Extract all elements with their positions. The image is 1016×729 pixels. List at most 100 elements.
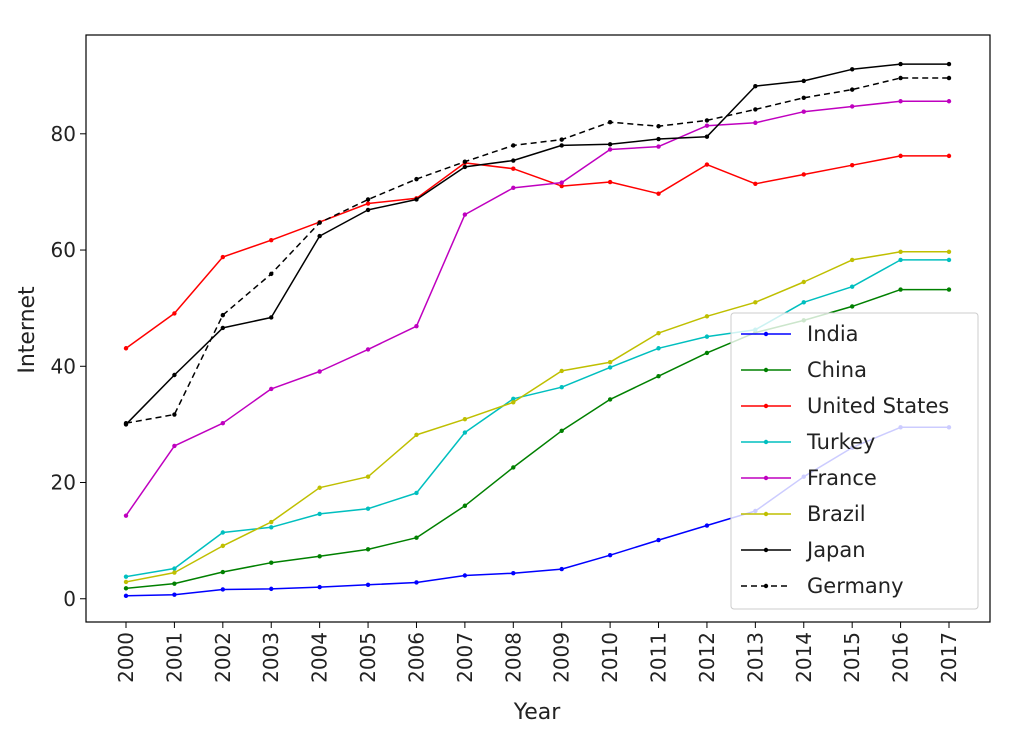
data-point	[172, 311, 177, 316]
data-point	[704, 523, 710, 528]
data-point	[414, 323, 419, 329]
series-united-states	[123, 153, 952, 351]
x-tick-label: 2012	[695, 632, 719, 683]
data-point	[414, 535, 419, 540]
data-point	[317, 485, 322, 490]
data-point	[365, 582, 371, 588]
data-point	[656, 330, 661, 336]
legend-marker	[763, 331, 769, 337]
x-tick-label: 2016	[889, 632, 913, 683]
legend-marker	[763, 439, 769, 445]
x-tick-label: 2017	[937, 632, 961, 683]
legend-item-turkey: Turkey	[741, 430, 875, 454]
data-point	[269, 315, 274, 320]
data-point	[414, 580, 419, 585]
data-point	[414, 176, 419, 182]
data-point	[220, 587, 226, 592]
data-point	[365, 201, 371, 206]
data-point	[656, 373, 661, 379]
data-point	[123, 579, 129, 585]
data-point	[462, 503, 468, 508]
x-tick-label: 2008	[501, 632, 525, 683]
data-point	[123, 513, 129, 518]
data-point	[172, 412, 177, 417]
data-point	[269, 237, 274, 243]
data-point	[607, 365, 613, 370]
legend-label: Japan	[805, 538, 866, 562]
data-point	[753, 120, 758, 125]
legend-label: France	[807, 466, 877, 490]
y-axis: 0 20 40 60 80	[51, 122, 86, 611]
series-brazil	[123, 249, 952, 585]
data-point	[220, 569, 226, 575]
series-line-brazil	[125, 251, 949, 583]
data-point	[946, 153, 952, 159]
data-point	[414, 432, 419, 438]
data-point	[559, 566, 564, 572]
series-line-united-states	[125, 155, 949, 349]
data-point	[656, 537, 661, 543]
data-point	[946, 287, 952, 292]
y-tick-label: 80	[51, 122, 76, 146]
legend-marker	[763, 583, 769, 589]
data-point	[462, 573, 468, 578]
data-point	[220, 543, 226, 549]
data-point	[172, 570, 177, 575]
data-point	[511, 570, 516, 576]
data-point	[849, 87, 855, 92]
data-point	[511, 143, 516, 148]
x-tick-label: 2003	[259, 632, 283, 683]
legend-marker	[763, 475, 769, 481]
x-axis-label: Year	[513, 700, 562, 725]
plot-frame	[85, 34, 991, 623]
data-point	[269, 560, 274, 565]
data-point	[607, 360, 613, 365]
x-tick-label: 2000	[114, 632, 138, 683]
legend-label: Turkey	[806, 430, 875, 454]
data-point	[656, 346, 661, 351]
data-point	[511, 158, 516, 163]
x-tick-label: 2002	[211, 632, 235, 683]
legend: India China United States Turkey France Brazi…	[730, 312, 979, 610]
data-point	[511, 400, 516, 405]
data-point	[317, 554, 322, 559]
data-point	[220, 325, 226, 331]
series-france	[123, 99, 952, 518]
data-point	[123, 586, 129, 591]
data-point	[559, 385, 564, 390]
series-line-turkey	[125, 259, 949, 578]
data-point	[123, 574, 129, 579]
series-line-germany	[125, 77, 949, 424]
data-point	[365, 547, 371, 552]
data-point	[172, 592, 177, 597]
data-point	[559, 137, 564, 142]
data-point	[317, 220, 322, 225]
data-point	[172, 581, 177, 586]
data-point	[898, 249, 903, 254]
data-point	[462, 159, 468, 164]
legend-item-france: France	[741, 466, 877, 490]
data-point	[704, 314, 710, 319]
x-tick-label: 2005	[356, 632, 380, 683]
data-point	[946, 249, 952, 254]
data-point	[269, 519, 274, 525]
y-tick-label: 40	[51, 354, 76, 378]
data-point	[898, 257, 903, 263]
series-line-france	[125, 100, 949, 517]
legend-item-china: China	[741, 358, 867, 382]
data-point	[753, 181, 758, 186]
data-point	[704, 123, 710, 128]
y-tick-label: 20	[51, 471, 76, 495]
data-point	[753, 107, 758, 112]
data-point	[414, 490, 419, 496]
data-point	[946, 61, 952, 67]
data-point	[656, 144, 661, 149]
data-point	[365, 474, 371, 479]
series-line-japan	[125, 63, 949, 425]
data-point	[607, 552, 613, 558]
data-point	[704, 134, 710, 139]
legend-item-united-states: United States	[741, 394, 949, 418]
x-tick-label: 2004	[308, 632, 332, 683]
data-point	[559, 143, 564, 148]
data-point	[607, 179, 613, 185]
